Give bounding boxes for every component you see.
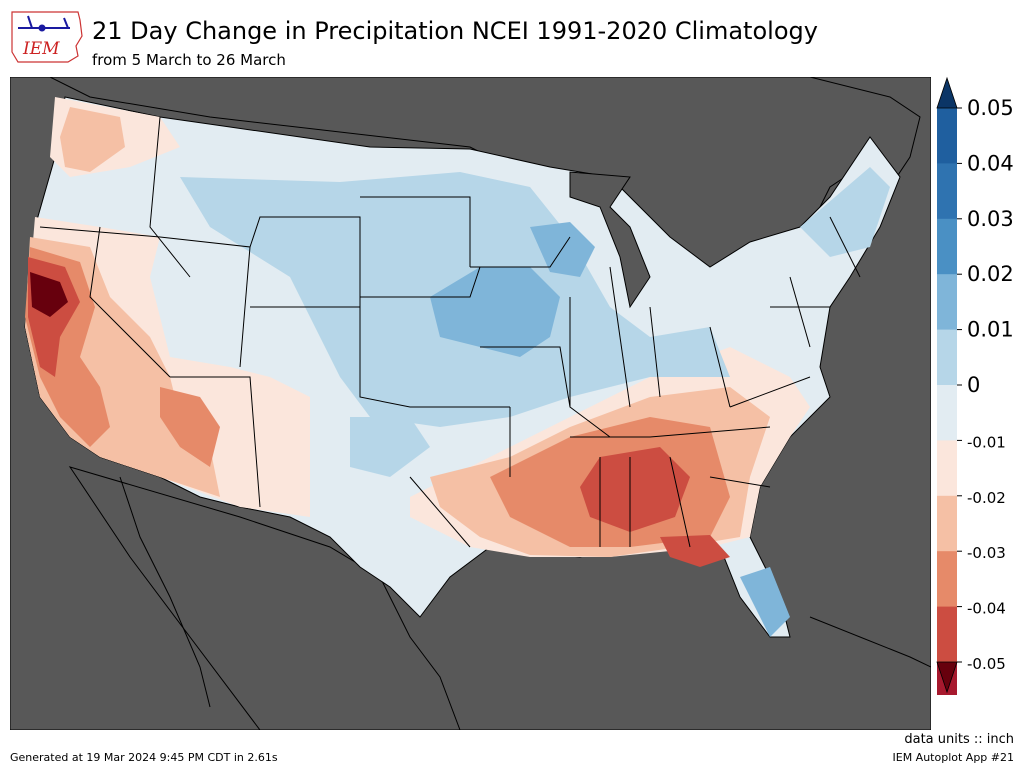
data-units-label: data units :: inch xyxy=(904,732,1014,747)
colorbar-swatch xyxy=(937,163,957,220)
colorbar-extend-low xyxy=(936,661,958,694)
positive-plains-medium xyxy=(430,267,560,357)
positive-texas-light xyxy=(350,417,430,477)
colorbar-swatch xyxy=(937,218,957,275)
precip-map xyxy=(10,77,931,730)
colorbar-tick-label: 0.05 xyxy=(967,96,1014,120)
negative-west-extreme xyxy=(30,272,68,317)
colorbar-swatches xyxy=(937,108,957,695)
great-lakes xyxy=(569,171,651,309)
colorbar-tick-label: -0.02 xyxy=(967,489,1006,507)
colorbar-swatch xyxy=(937,606,957,663)
iem-logo: IEM xyxy=(11,11,83,63)
colorbar-tick-label: -0.04 xyxy=(967,600,1006,618)
colorbar-tick-label: -0.01 xyxy=(967,433,1006,451)
colorbar-swatch xyxy=(937,495,957,552)
colorbar-tick-label: 0.04 xyxy=(967,151,1014,175)
colorbar-swatch xyxy=(937,329,957,386)
colorbar-tick-label: -0.03 xyxy=(967,544,1006,562)
colorbar-legend: 0.05 0.04 0.03 0.02 0.01 0 -0.01 -0.02 -0.03 -0.0… xyxy=(936,76,1014,695)
map-subtitle: from 5 March to 26 March xyxy=(92,51,286,69)
colorbar-tick-label: 0 xyxy=(967,373,980,397)
cuba-island xyxy=(809,616,931,668)
negative-southeast-very-strong xyxy=(580,447,690,532)
mexico-land xyxy=(68,466,461,730)
map-title: 21 Day Change in Precipitation NCEI 1991… xyxy=(92,17,818,45)
colorbar-tick-labels: 0.05 0.04 0.03 0.02 0.01 0 -0.01 -0.02 -0.03 -0.0… xyxy=(957,96,1014,673)
positive-northeast-light xyxy=(800,167,890,257)
colorbar-swatch xyxy=(937,108,957,164)
colorbar-swatch xyxy=(937,274,957,331)
colorbar-swatch xyxy=(937,385,957,441)
negative-florida-panhandle xyxy=(660,535,730,567)
generated-timestamp: Generated at 19 Mar 2024 9:45 PM CDT in … xyxy=(10,751,278,764)
positive-florida-medium xyxy=(740,567,790,637)
colorbar-tick-label: 0.03 xyxy=(967,207,1014,231)
autoplot-app-label: IEM Autoplot App #21 xyxy=(892,751,1015,764)
negative-northwest-medium xyxy=(60,107,125,172)
colorbar-swatch xyxy=(937,440,957,497)
colorbar-tick-label: -0.05 xyxy=(967,655,1006,673)
colorbar-swatch xyxy=(937,551,957,608)
colorbar-extend-high xyxy=(936,76,958,109)
negative-arizona-strong xyxy=(160,387,220,467)
logo-text: IEM xyxy=(22,39,60,59)
colorbar-tick-label: 0.02 xyxy=(967,262,1014,286)
state-boundaries xyxy=(39,116,861,548)
baja-peninsula xyxy=(119,476,211,708)
colorbar-tick-label: 0.01 xyxy=(967,318,1014,342)
station-dot-icon xyxy=(38,24,46,32)
positive-wisconsin-medium xyxy=(530,222,595,277)
